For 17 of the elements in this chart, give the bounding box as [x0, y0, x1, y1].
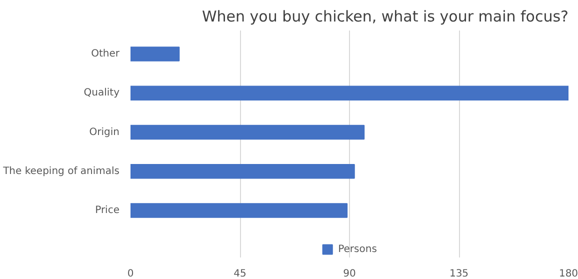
bar	[130, 46, 180, 62]
bar	[130, 164, 355, 179]
x-tick-label: 90	[343, 268, 356, 279]
bar	[130, 203, 348, 218]
legend-label: Persons	[338, 244, 377, 254]
x-tick-label: 45	[234, 268, 246, 279]
y-tick-label: Price	[95, 205, 120, 216]
x-tick-label: 180	[558, 268, 578, 279]
chart-title: When you buy chicken, what is your main focus?	[202, 8, 569, 26]
y-tick-label: Quality	[84, 88, 120, 99]
bar	[130, 124, 365, 140]
y-tick-label: Other	[91, 48, 120, 60]
y-tick-label: The keeping of animals	[2, 166, 120, 177]
y-tick-label: Origin	[89, 126, 120, 138]
x-tick-label: 135	[449, 268, 469, 279]
x-tick-label: 0	[127, 268, 134, 279]
bar	[130, 86, 568, 100]
